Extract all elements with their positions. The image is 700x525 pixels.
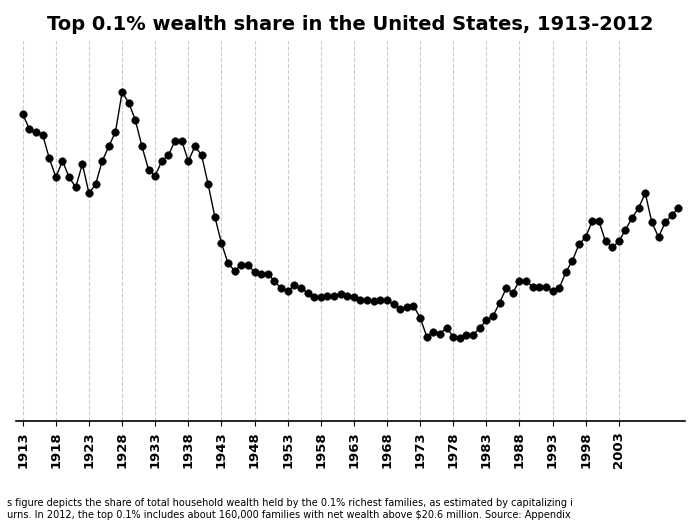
Title: Top 0.1% wealth share in the United States, 1913-2012: Top 0.1% wealth share in the United Stat…	[48, 15, 654, 34]
Text: s figure depicts the share of total household wealth held by the 0.1% richest fa: s figure depicts the share of total hous…	[7, 498, 573, 520]
